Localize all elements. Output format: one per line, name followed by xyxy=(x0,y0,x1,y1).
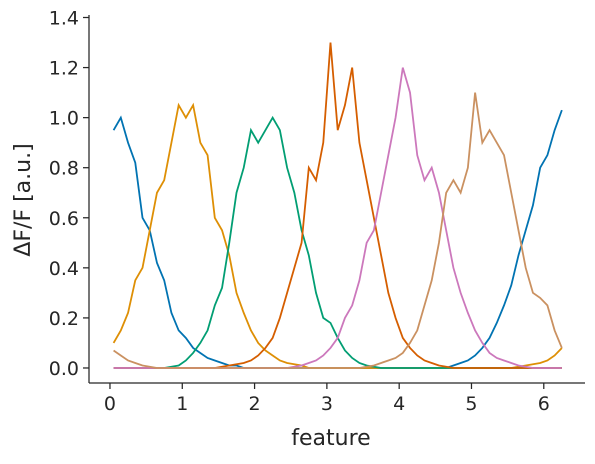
y-tick-label: 0.0 xyxy=(49,358,79,380)
y-tick-label: 1.0 xyxy=(49,108,79,130)
x-tick-label: 2 xyxy=(249,393,261,415)
line-series xyxy=(113,42,562,369)
line-series xyxy=(113,115,562,369)
line-series xyxy=(113,67,562,369)
x-tick-label: 6 xyxy=(538,393,550,415)
x-tick-label: 4 xyxy=(393,393,405,415)
x-tick-label: 3 xyxy=(321,393,333,415)
line-series xyxy=(113,92,563,369)
y-tick-label: 1.4 xyxy=(49,8,79,30)
y-tick-label: 0.6 xyxy=(49,208,79,230)
y-tick-label: 0.8 xyxy=(49,158,79,180)
y-tick-label: 1.2 xyxy=(49,58,79,80)
x-tick-label: 1 xyxy=(176,393,188,415)
line-series xyxy=(112,109,563,369)
y-tick-label: 0.2 xyxy=(49,308,79,330)
x-tick-label: 5 xyxy=(465,393,477,415)
x-tick-label: 0 xyxy=(104,393,116,415)
y-axis-label: ΔF/F [a.u.] xyxy=(11,143,36,256)
x-axis-label: feature xyxy=(291,426,370,451)
y-tick-label: 0.4 xyxy=(49,258,79,280)
